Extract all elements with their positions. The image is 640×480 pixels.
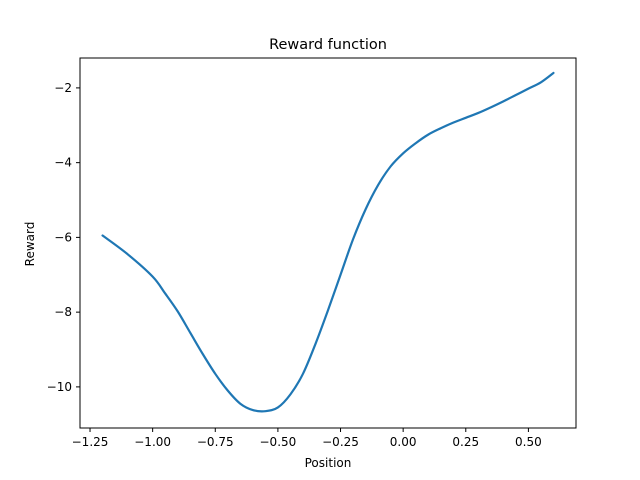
tick-labels: −1.25 −1.00 −0.75 −0.50 −0.25 0.00 0.25 0.50 −10… bbox=[47, 81, 542, 449]
x-tick-label: 0.00 bbox=[390, 435, 417, 449]
y-tick-label: −10 bbox=[47, 380, 72, 394]
x-tick-label: −1.25 bbox=[72, 435, 109, 449]
x-tick-label: −0.25 bbox=[322, 435, 359, 449]
x-tick-label: 0.50 bbox=[515, 435, 542, 449]
x-tick-label: −0.75 bbox=[197, 435, 234, 449]
y-tick-label: −6 bbox=[54, 230, 72, 244]
x-tick-label: −0.50 bbox=[260, 435, 297, 449]
chart-title: Reward function bbox=[269, 37, 387, 53]
y-tick-label: −2 bbox=[54, 81, 72, 95]
plot-frame bbox=[79, 57, 577, 429]
y-tick-label: −4 bbox=[54, 156, 72, 170]
tick-marks bbox=[76, 87, 529, 432]
y-axis-label: Reward bbox=[23, 222, 37, 267]
reward-curve bbox=[101, 71, 555, 413]
x-axis-label: Position bbox=[305, 456, 352, 470]
x-tick-label: 0.25 bbox=[452, 435, 479, 449]
x-tick-label: −1.00 bbox=[134, 435, 171, 449]
y-tick-label: −8 bbox=[54, 305, 72, 319]
